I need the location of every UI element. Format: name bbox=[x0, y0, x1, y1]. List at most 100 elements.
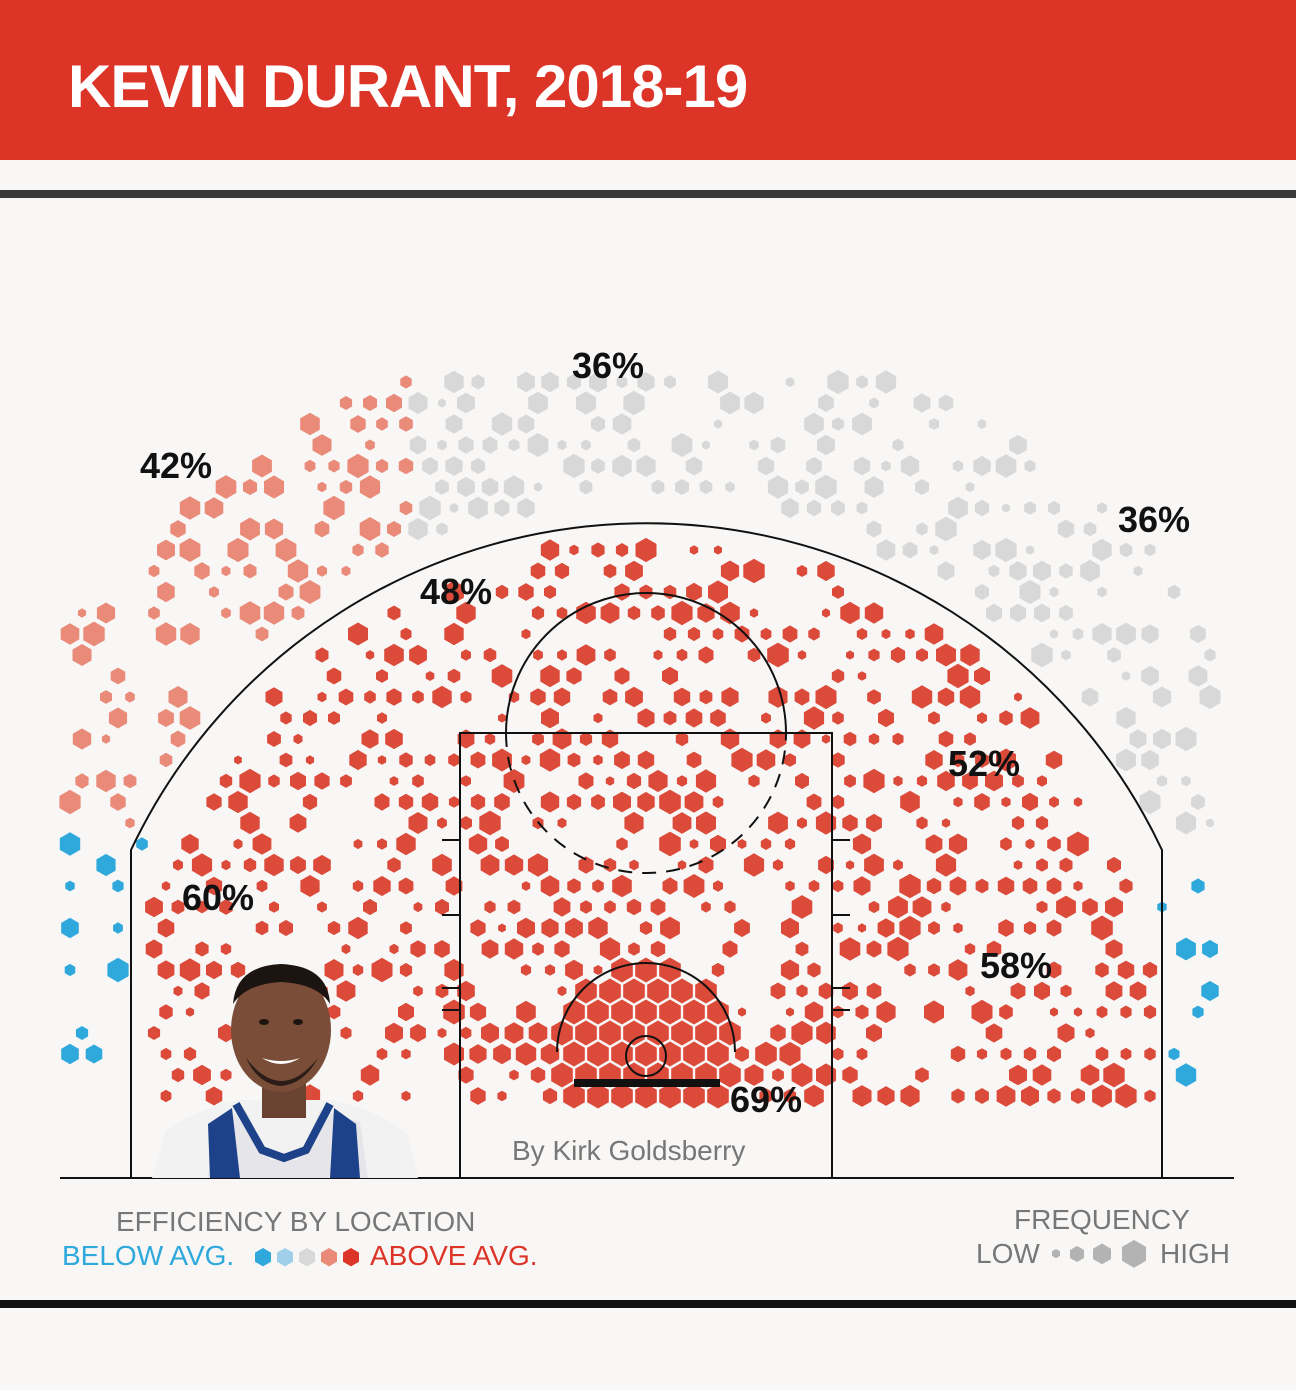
shot-hex bbox=[540, 791, 560, 813]
shot-hex bbox=[1021, 1085, 1039, 1107]
shot-hex bbox=[377, 755, 387, 765]
shot-hex bbox=[580, 900, 592, 914]
shot-hex bbox=[1073, 880, 1083, 892]
shot-hex bbox=[481, 939, 499, 959]
shot-hex bbox=[708, 580, 728, 604]
shot-hex bbox=[659, 957, 681, 983]
shot-hex bbox=[339, 479, 353, 495]
shot-hex bbox=[220, 943, 232, 955]
swatch-freq-3 bbox=[1093, 1243, 1111, 1265]
shot-hex bbox=[623, 1020, 645, 1046]
shot-hex bbox=[457, 392, 475, 414]
shot-hex bbox=[125, 817, 135, 829]
shot-hex bbox=[398, 457, 414, 475]
shot-hex bbox=[75, 773, 89, 789]
shot-hex bbox=[398, 877, 414, 895]
shot-hex bbox=[615, 543, 629, 557]
shot-hex bbox=[1144, 1047, 1156, 1061]
shot-hex bbox=[659, 831, 681, 857]
shot-hex bbox=[712, 627, 724, 641]
shot-hex bbox=[338, 688, 354, 706]
shot-hex bbox=[578, 856, 594, 874]
shot-hex bbox=[1199, 684, 1221, 710]
shot-hex bbox=[566, 373, 582, 391]
shot-hex bbox=[1091, 915, 1113, 941]
shot-hex bbox=[591, 542, 605, 558]
shot-hex bbox=[484, 733, 496, 745]
shot-hex bbox=[852, 833, 872, 855]
shot-hex bbox=[964, 943, 976, 955]
shot-hex bbox=[1176, 811, 1196, 835]
shot-hex bbox=[375, 458, 389, 474]
shot-hex bbox=[400, 921, 412, 935]
zone-label-left-baseline: 60% bbox=[182, 877, 254, 918]
shot-hex bbox=[1129, 981, 1147, 1001]
shot-hex bbox=[912, 896, 932, 918]
efficiency-legend-title: EFFICIENCY BY LOCATION bbox=[116, 1206, 476, 1237]
shot-hex bbox=[1067, 831, 1089, 857]
shot-hex bbox=[275, 538, 297, 562]
shot-hex bbox=[492, 748, 512, 772]
shot-hex bbox=[436, 522, 448, 536]
shot-hex bbox=[1000, 837, 1012, 851]
shot-hex bbox=[1034, 981, 1050, 1001]
shot-hex bbox=[194, 562, 210, 580]
shot-hex bbox=[904, 963, 916, 977]
shot-hex bbox=[327, 1004, 341, 1020]
shot-hex bbox=[804, 412, 824, 436]
shot-hex bbox=[822, 608, 830, 618]
shot-hex bbox=[664, 375, 676, 389]
shot-hex bbox=[521, 881, 531, 891]
shot-hex bbox=[975, 752, 989, 768]
shot-hex bbox=[456, 601, 476, 625]
shot-hex bbox=[1116, 706, 1136, 730]
shot-hex bbox=[842, 1066, 858, 1084]
shot-hex bbox=[498, 923, 506, 933]
shot-hex bbox=[443, 999, 465, 1025]
shot-hex bbox=[973, 539, 991, 561]
shot-hex bbox=[937, 770, 955, 792]
shot-hex bbox=[624, 811, 644, 835]
shot-hex bbox=[1057, 1023, 1075, 1043]
shot-hex bbox=[567, 752, 581, 768]
shot-hex bbox=[517, 497, 535, 519]
shot-hex bbox=[832, 1047, 844, 1061]
shot-hex bbox=[252, 454, 272, 478]
shot-hex bbox=[975, 584, 989, 600]
shot-hex bbox=[877, 918, 895, 938]
shot-hex bbox=[269, 901, 279, 913]
shot-hex bbox=[444, 580, 464, 604]
shot-hex bbox=[985, 770, 1003, 792]
shot-hex bbox=[864, 476, 884, 498]
swatch-freq-2 bbox=[1070, 1246, 1084, 1262]
shot-hex bbox=[219, 773, 233, 789]
shot-hex bbox=[868, 648, 880, 662]
shot-hex bbox=[317, 481, 327, 493]
shot-hex bbox=[194, 982, 210, 1000]
shot-hex bbox=[365, 439, 375, 451]
shot-hex bbox=[601, 729, 619, 749]
shot-hex bbox=[791, 895, 813, 919]
shot-hex bbox=[123, 773, 137, 789]
shot-hex bbox=[603, 857, 617, 873]
shot-hex bbox=[866, 982, 882, 1000]
shot-hex bbox=[557, 439, 567, 451]
shot-hex bbox=[317, 565, 327, 577]
shot-hex bbox=[195, 941, 209, 957]
shot-hex bbox=[672, 812, 692, 834]
shot-hex bbox=[731, 747, 753, 773]
shot-hex bbox=[599, 937, 621, 961]
shot-hex bbox=[264, 853, 284, 877]
shot-hex bbox=[179, 706, 201, 730]
shot-hex bbox=[578, 772, 594, 790]
shot-hex bbox=[183, 1046, 197, 1062]
shot-hex bbox=[435, 479, 449, 495]
shot-hex bbox=[637, 750, 655, 770]
shot-hex bbox=[689, 545, 699, 555]
swatch-below-strong bbox=[255, 1248, 271, 1267]
shot-hex bbox=[604, 648, 616, 662]
shot-hex bbox=[1175, 1063, 1197, 1087]
shot-hex bbox=[290, 855, 306, 875]
shot-hex bbox=[569, 544, 579, 556]
shot-hex bbox=[352, 1090, 364, 1102]
